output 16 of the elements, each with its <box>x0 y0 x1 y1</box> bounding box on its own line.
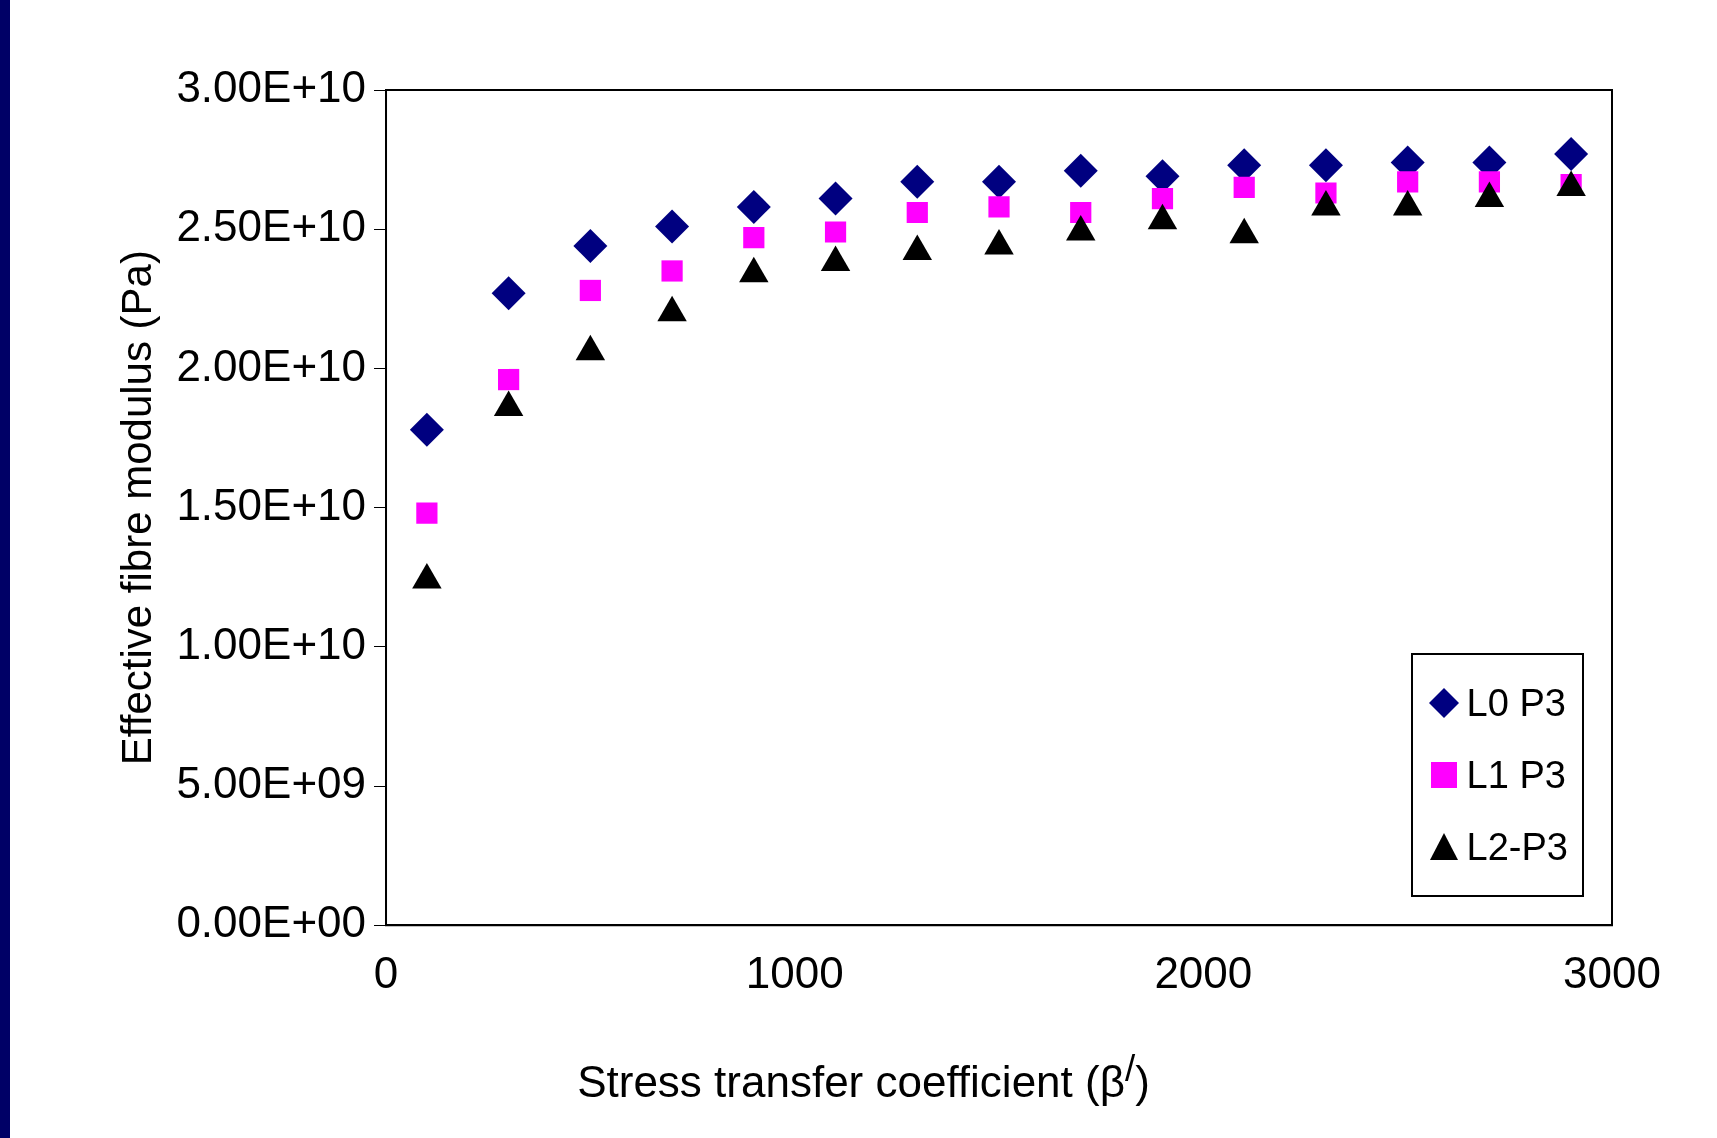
x-tick-label: 2000 <box>1154 947 1253 997</box>
y-axis-title: Effective fibre modulus (Pa) <box>112 250 160 766</box>
x-tick-label: 3000 <box>1563 947 1661 997</box>
y-tick-label: 1.50E+10 <box>176 479 367 529</box>
y-tick-label: 5.00E+09 <box>176 758 367 808</box>
x-axis-title: Stress transfer coefficient (β$^{/}$) <box>576 1048 1151 1107</box>
x-tick-label: 1000 <box>745 947 844 997</box>
y-tick-label: 2.50E+10 <box>176 201 367 251</box>
y-tick-label: 3.00E+10 <box>176 62 367 112</box>
legend-label: L1 P3 <box>1466 753 1566 797</box>
x-tick-label: 0 <box>373 947 399 997</box>
y-tick-label: 2.00E+10 <box>176 340 367 390</box>
y-tick-label: 0.00E+00 <box>176 897 367 947</box>
legend-label: L0 P3 <box>1466 681 1566 725</box>
legend-label: L2-P3 <box>1466 825 1568 869</box>
y-tick-label: 1.00E+10 <box>176 618 367 668</box>
